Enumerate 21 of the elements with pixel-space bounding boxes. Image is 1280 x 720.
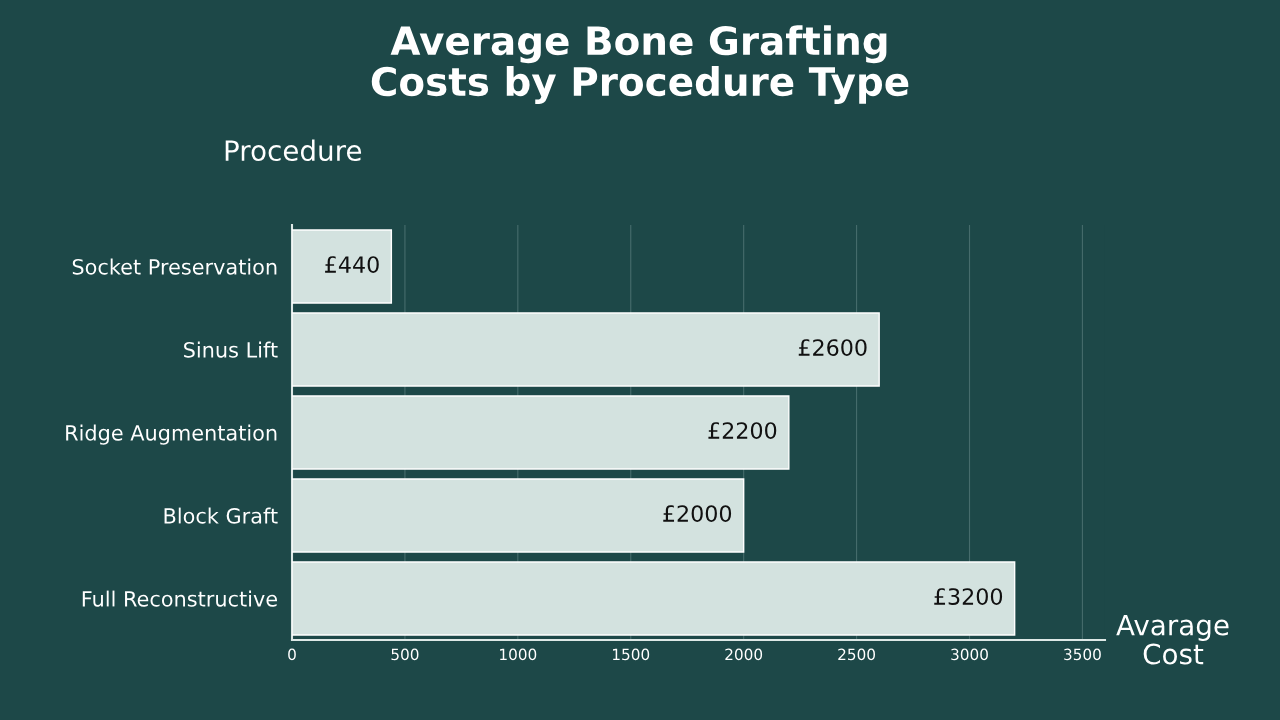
x-tick-label: 2000 [725, 648, 763, 661]
data-label: £2000 [663, 505, 732, 522]
y-tick-label: Full Reconstructive [82, 590, 277, 607]
x-tick-label: 500 [391, 648, 419, 661]
y-tick-label: Block Graft [164, 507, 278, 524]
y-tick-label: Socket Preservation [72, 258, 277, 275]
data-label: £3200 [934, 588, 1003, 605]
x-tick-label: 2500 [838, 648, 876, 661]
x-tick-label: 3000 [951, 648, 988, 661]
y-tick-label: Ridge Augmentation [66, 424, 277, 445]
data-label: £2600 [798, 339, 867, 356]
data-label: £2200 [708, 422, 777, 439]
x-axis-title: Avarage Cost [1116, 614, 1229, 665]
y-axis-title: Procedure [225, 139, 362, 162]
y-tick-label: Sinus Lift [184, 341, 278, 358]
data-label: £440 [325, 256, 379, 273]
x-tick-label: 0 [288, 648, 296, 661]
x-tick-label: 3500 [1064, 648, 1101, 661]
chart-title: Average Bone Grafting Costs by Procedure Type [371, 25, 909, 105]
x-tick-label: 1000 [500, 648, 537, 661]
x-tick-label: 1500 [612, 648, 650, 661]
